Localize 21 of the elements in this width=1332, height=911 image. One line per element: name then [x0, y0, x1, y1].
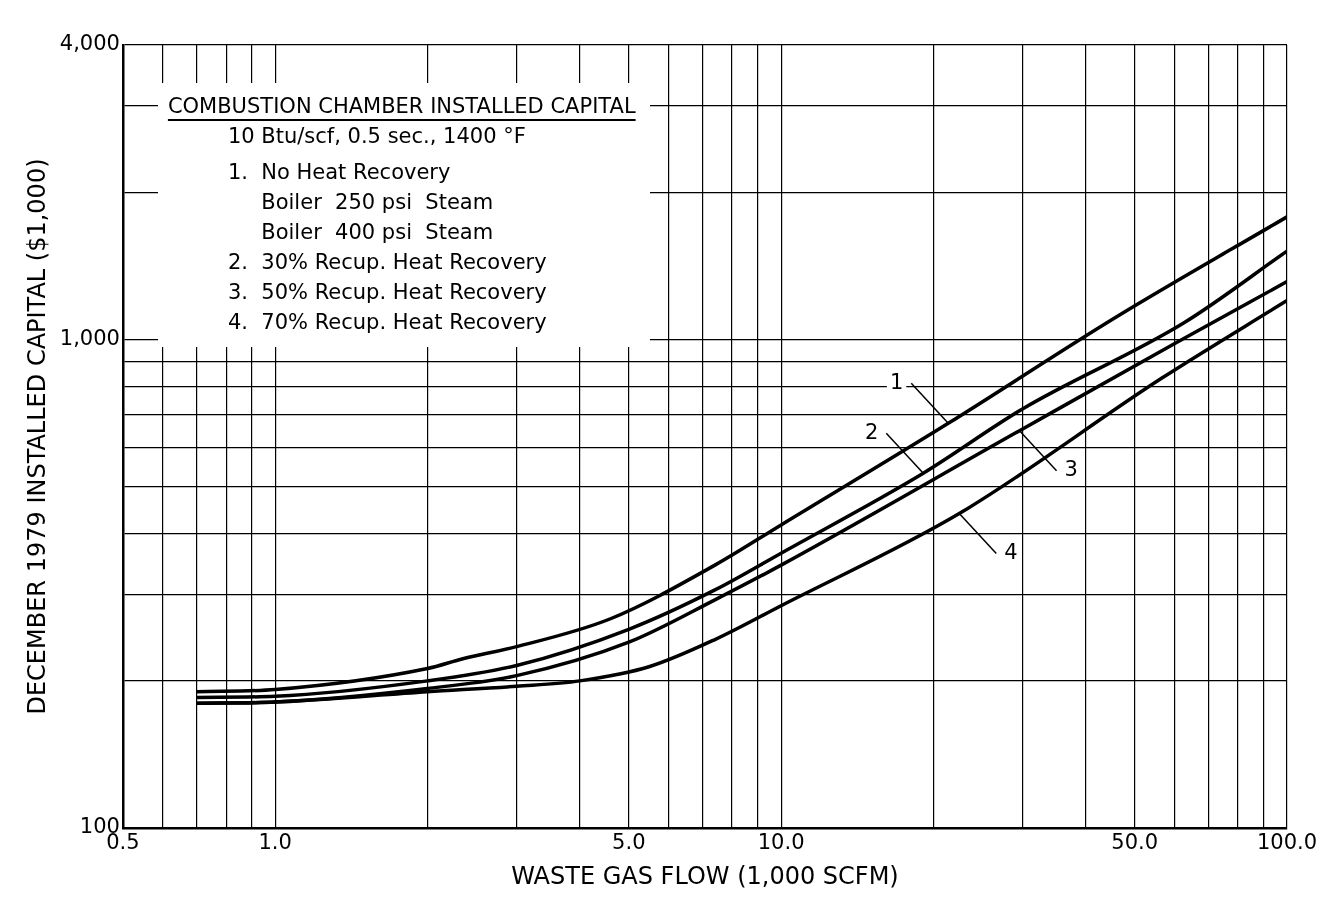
y-axis-title: DECEMBER 1979 INSTALLED CAPITAL ($1,000) [22, 158, 51, 715]
annotation: 3 [1064, 457, 1078, 482]
x-tick-label: 5.0 [612, 830, 646, 855]
annotation: Boiler 400 psi Steam [260, 219, 495, 246]
annotation: 3. 50% Recup. Heat Recovery [226, 279, 548, 306]
annotation: 2. 30% Recup. Heat Recovery [226, 249, 548, 276]
annotation: 4. 70% Recup. Heat Recovery [226, 309, 548, 336]
annotation: 2 [864, 419, 879, 444]
annotation: 1 [889, 369, 904, 394]
x-axis-title: WASTE GAS FLOW (1,000 SCFM) [511, 861, 899, 890]
x-tick-label: 10.0 [757, 830, 805, 855]
text: COMBUSTION CHAMBER INSTALLED CAPITAL [167, 93, 636, 120]
annotation: 4 [1004, 539, 1018, 564]
x-tick-label: 50.0 [1111, 830, 1159, 855]
y-tick-label: 4,000 [59, 31, 120, 56]
annotation: Boiler 250 psi Steam [260, 189, 495, 216]
text: 10 Btu/scf, 0.5 sec., 1400 °F [226, 123, 527, 150]
x-tick-label: 1.0 [258, 830, 292, 855]
y-tick-label: 1,000 [59, 325, 120, 350]
x-tick-label: 100.0 [1256, 830, 1318, 855]
annotation: 1. No Heat Recovery [226, 159, 452, 186]
